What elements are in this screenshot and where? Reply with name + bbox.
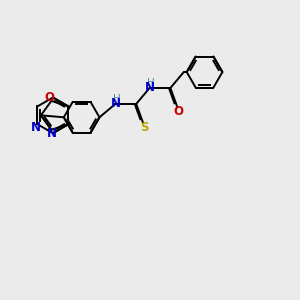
- Text: N: N: [46, 127, 56, 140]
- Text: N: N: [110, 98, 120, 110]
- Text: H: H: [147, 78, 154, 88]
- Text: O: O: [44, 92, 54, 104]
- Text: O: O: [173, 105, 184, 118]
- Text: S: S: [140, 121, 148, 134]
- Text: H: H: [112, 94, 120, 104]
- Text: N: N: [31, 121, 40, 134]
- Text: N: N: [145, 82, 154, 94]
